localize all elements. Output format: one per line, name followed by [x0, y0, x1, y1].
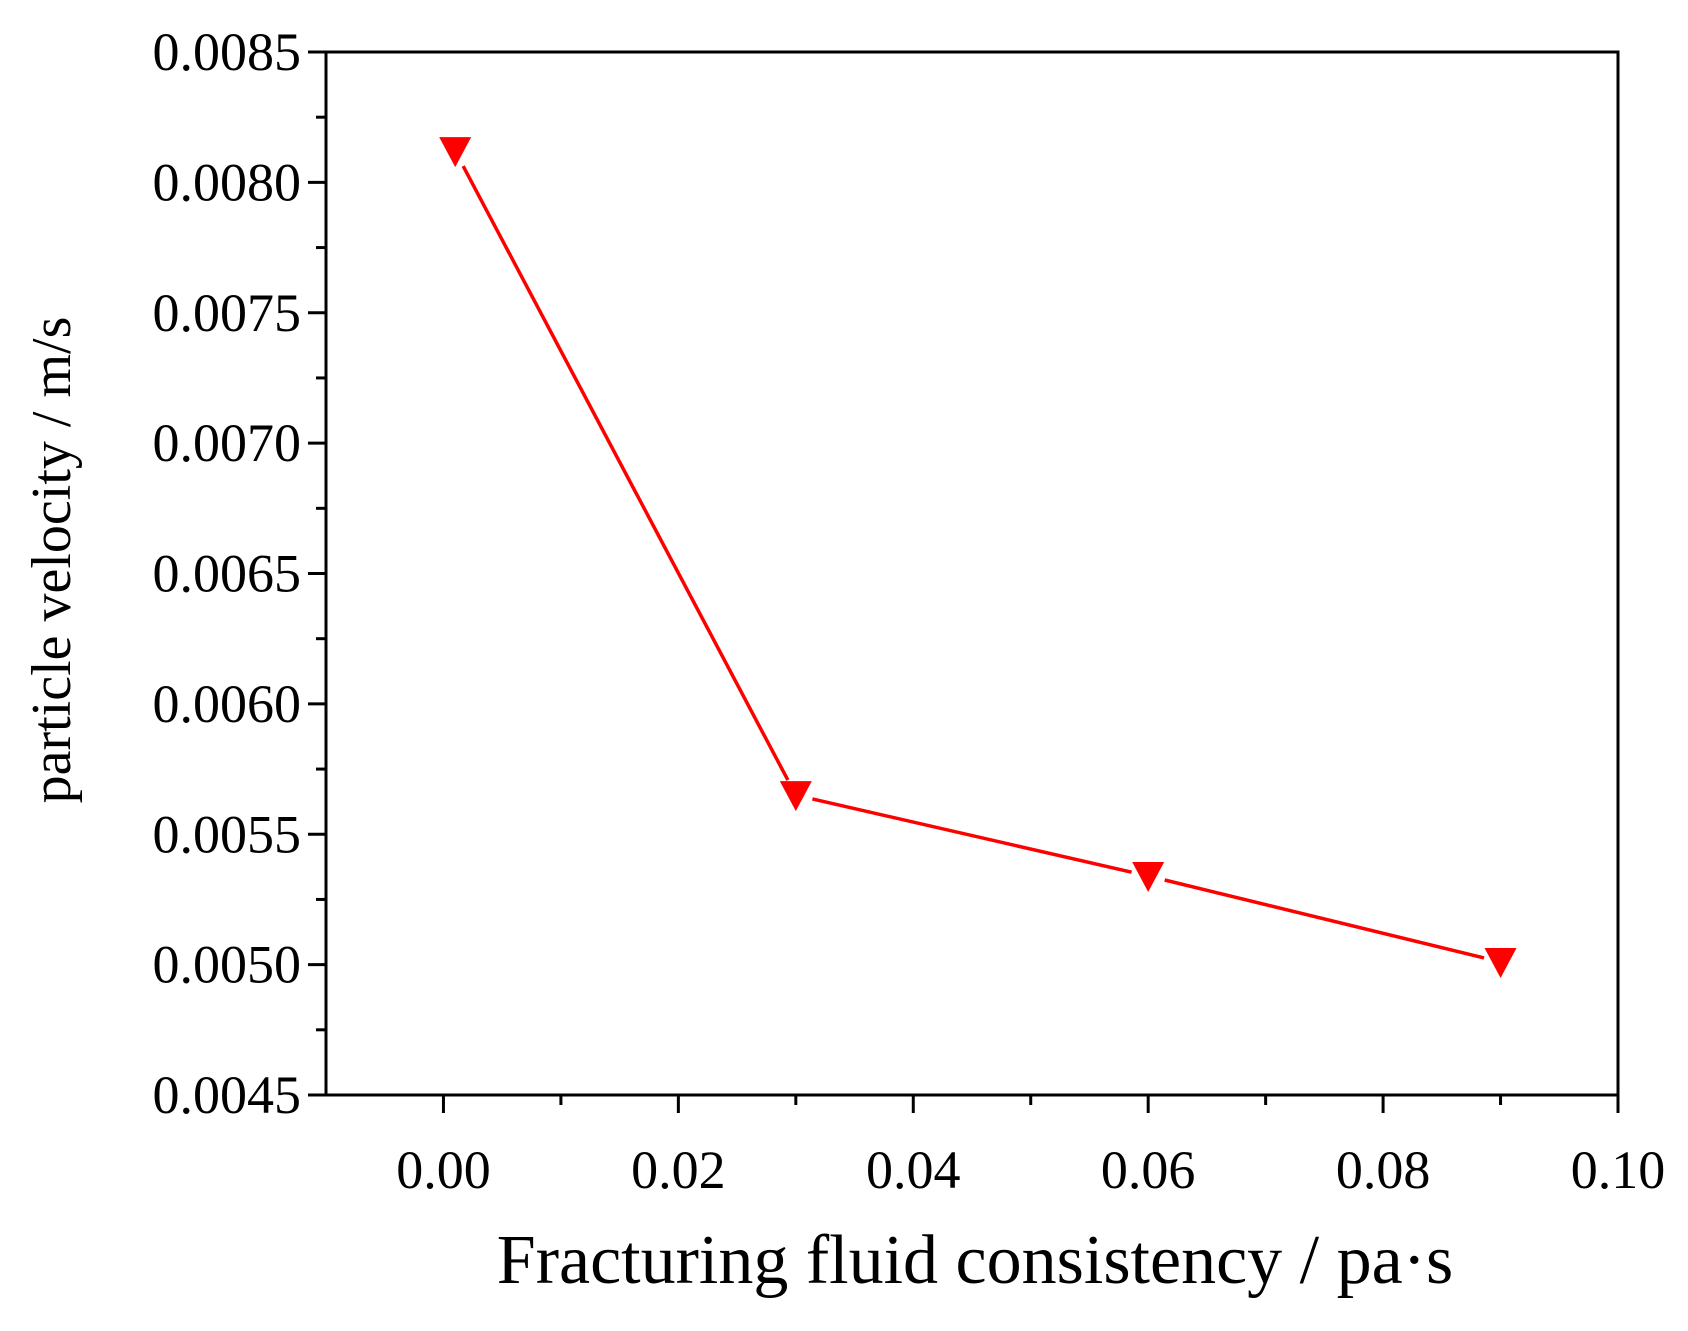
y-tick-label: 0.0065: [153, 544, 302, 604]
series-line-segment: [811, 797, 1133, 874]
x-tick-label: 0.02: [631, 1140, 726, 1200]
axis-ticks: 0.00 0.02 0.04 0.06 0.08 0.10 0.0045 0.0050 0.00…: [153, 22, 1666, 1200]
x-tick-label: 0.00: [396, 1140, 491, 1200]
y-tick-label: 0.0070: [153, 413, 302, 473]
y-tick-label: 0.0080: [153, 152, 302, 212]
data-point-marker: [1132, 861, 1165, 892]
y-tick-label: 0.0050: [153, 935, 302, 995]
series-line-segment: [1164, 878, 1485, 960]
data-point-marker: [779, 781, 812, 812]
y-axis-title: particle velocity / m/s: [21, 317, 83, 804]
y-tick-label: 0.0055: [153, 804, 302, 864]
y-tick-label: 0.0060: [153, 674, 302, 734]
x-tick-label: 0.08: [1336, 1140, 1431, 1200]
y-tick-label: 0.0075: [153, 283, 302, 343]
y-tick-label: 0.0045: [153, 1065, 302, 1125]
y-tick-label: 0.0085: [153, 22, 302, 82]
x-tick-label: 0.06: [1101, 1140, 1196, 1200]
plot-area: [439, 137, 1517, 979]
x-tick-label: 0.04: [866, 1140, 961, 1200]
plot-frame: [324, 50, 1620, 1097]
data-point-marker: [1484, 948, 1517, 979]
x-tick-label: 0.10: [1571, 1140, 1666, 1200]
series-line-segment: [461, 165, 790, 781]
x-axis-title: Fracturing fluid consistency / pa·s: [497, 1222, 1453, 1299]
data-point-marker: [439, 137, 472, 168]
